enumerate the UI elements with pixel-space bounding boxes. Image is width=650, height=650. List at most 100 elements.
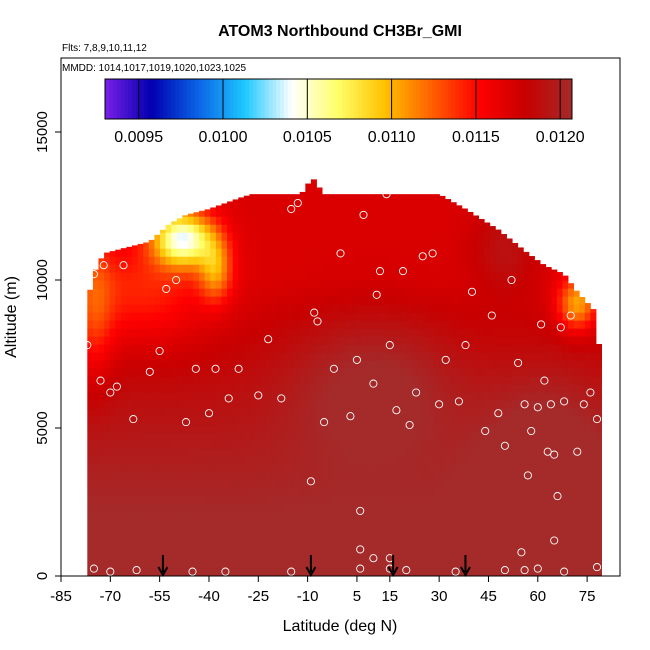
field-cell [450, 272, 457, 281]
field-cell [137, 440, 144, 449]
field-cell [467, 512, 474, 521]
field-cell [249, 568, 256, 577]
field-cell [132, 504, 139, 513]
field-cell [294, 376, 301, 385]
field-cell [573, 384, 580, 393]
field-cell [310, 384, 317, 393]
field-cell [562, 440, 569, 449]
field-cell [562, 512, 569, 521]
field-cell [461, 208, 468, 217]
field-cell [528, 384, 535, 393]
field-cell [126, 296, 133, 305]
field-cell [322, 280, 329, 289]
field-cell [556, 512, 563, 521]
field-cell [310, 336, 317, 345]
field-cell [154, 528, 161, 537]
field-cell [243, 560, 250, 569]
observation-point [320, 418, 329, 427]
field-cell [596, 528, 602, 537]
field-cell [500, 424, 507, 433]
field-cell [299, 248, 306, 257]
field-cell [540, 416, 547, 425]
field-cell [439, 195, 446, 201]
field-cell [473, 296, 480, 305]
field-cell [204, 432, 211, 441]
field-cell [417, 232, 424, 241]
field-cell [316, 280, 323, 289]
field-cell [478, 544, 485, 553]
field-cell [221, 528, 228, 537]
field-cell [266, 456, 273, 465]
field-cell [534, 544, 541, 553]
field-cell [120, 504, 127, 513]
field-cell [137, 352, 144, 361]
field-cell [98, 384, 105, 393]
field-cell [350, 560, 357, 569]
field-cell [171, 320, 178, 329]
field-cell [227, 392, 234, 401]
field-cell [540, 560, 547, 569]
field-cell [143, 504, 150, 513]
field-cell [590, 400, 597, 409]
field-cell [154, 408, 161, 417]
field-cell [266, 304, 273, 313]
field-cell [271, 208, 278, 217]
field-cell [277, 328, 284, 337]
field-cell [120, 552, 127, 561]
field-cell [316, 296, 323, 305]
field-cell [171, 256, 178, 265]
field-cell [260, 272, 267, 281]
field-cell [551, 448, 558, 457]
field-cell [176, 520, 183, 529]
field-cell [143, 256, 150, 265]
field-cell [277, 208, 284, 217]
field-cell [473, 376, 480, 385]
field-cell [355, 312, 362, 321]
field-cell [316, 208, 323, 217]
field-cell [327, 552, 334, 561]
field-cell [355, 256, 362, 265]
field-cell [489, 336, 496, 345]
field-cell [310, 256, 317, 265]
colorbar-segment [171, 79, 176, 119]
field-cell [193, 472, 200, 481]
field-cell [439, 496, 446, 505]
field-cell [366, 376, 373, 385]
field-cell [92, 376, 99, 385]
field-cell [411, 208, 418, 217]
colorbar-segment [190, 79, 196, 119]
field-cell [299, 384, 306, 393]
field-cell [517, 296, 524, 305]
field-cell [596, 552, 602, 561]
field-cell [433, 304, 440, 313]
field-cell [282, 552, 289, 561]
field-cell [215, 440, 222, 449]
colorbar-segment [221, 79, 227, 119]
field-cell [361, 280, 368, 289]
field-cell [562, 312, 569, 321]
field-cell [243, 296, 250, 305]
field-cell [422, 464, 429, 473]
field-cell [366, 256, 373, 265]
field-cell [299, 472, 306, 481]
field-cell [299, 424, 306, 433]
field-cell [310, 416, 317, 425]
field-cell [137, 344, 144, 353]
field-cell [450, 432, 457, 441]
field-cell [210, 280, 217, 289]
field-cell [372, 464, 379, 473]
field-cell [590, 472, 597, 481]
field-cell [322, 480, 329, 489]
field-cell [249, 280, 256, 289]
field-cell [495, 296, 502, 305]
field-cell [92, 288, 99, 297]
field-cell [433, 528, 440, 537]
field-cell [288, 264, 295, 273]
field-cell [98, 424, 105, 433]
dates-label: MMDD: 1014,1017,1019,1020,1023,1025 [62, 63, 246, 74]
field-cell [556, 568, 563, 577]
colorbar-segment [326, 79, 332, 119]
field-cell [120, 416, 127, 425]
field-cell [467, 568, 474, 577]
field-cell [137, 376, 144, 385]
